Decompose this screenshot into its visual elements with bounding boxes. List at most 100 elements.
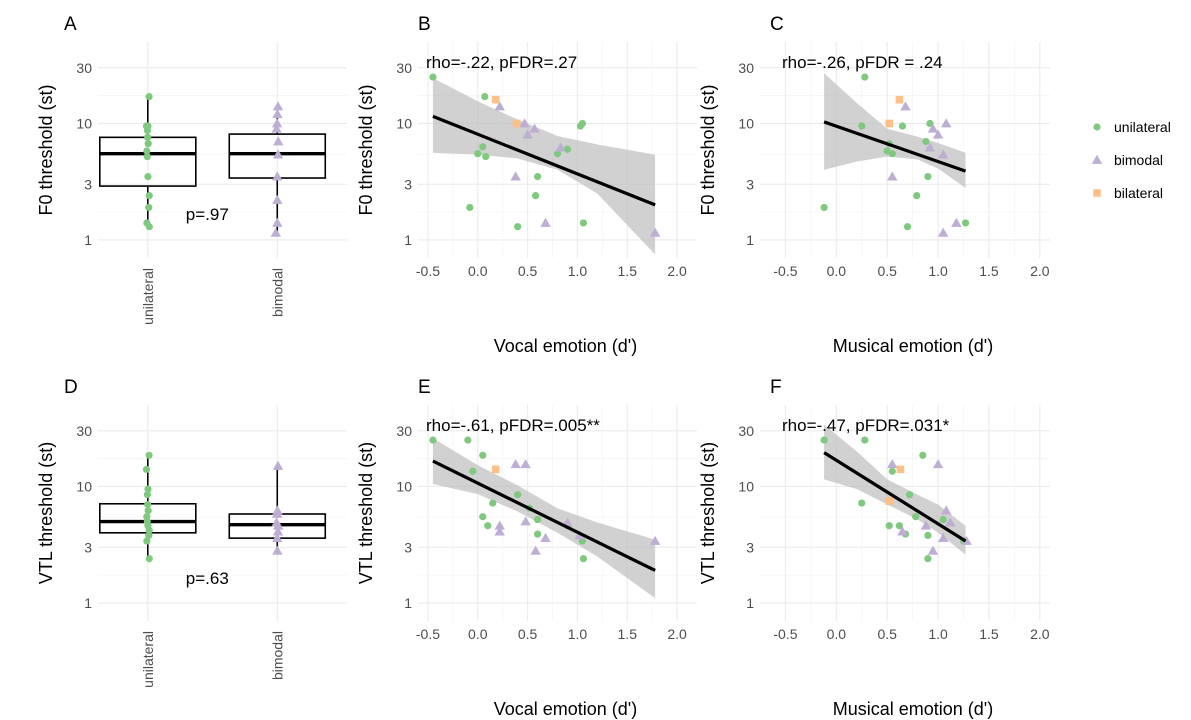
y-tick-label: 3: [404, 539, 412, 555]
x-tick-label: 0.5: [877, 263, 897, 279]
data-point-bilateral: [512, 119, 521, 128]
x-tick-label: 0.0: [468, 626, 488, 642]
data-point-unilateral: [924, 555, 932, 563]
data-point-bimodal: [510, 459, 521, 469]
legend-label-bimodal: bimodal: [1114, 152, 1163, 168]
data-point-bimodal: [562, 517, 573, 527]
data-point-bimodal: [272, 545, 283, 555]
x-tick-label: 1.5: [618, 263, 638, 279]
data-point-unilateral: [961, 219, 970, 227]
y-tick-label: 30: [76, 423, 92, 439]
data-point-unilateral: [533, 515, 542, 524]
x-tick-label: unilateral: [140, 268, 156, 325]
x-tick-label: 0.0: [827, 626, 847, 642]
data-point-bimodal: [887, 459, 898, 469]
data-point-unilateral: [484, 522, 492, 530]
y-axis-title: VTL threshold (st): [698, 442, 718, 584]
data-point-bimodal: [530, 545, 541, 555]
data-point-unilateral: [144, 133, 152, 141]
panel-letter: F: [770, 377, 782, 398]
correlation-annotation: rho=-.61, pFDR=.005**: [426, 416, 600, 435]
data-point-bimodal: [271, 118, 283, 128]
p-value-annotation: p=.63: [186, 569, 229, 588]
x-tick-label: 2.0: [667, 626, 687, 642]
correlation-annotation: rho=-.47, pFDR=.031*: [782, 416, 950, 435]
x-axis-title: Musical emotion (d'): [833, 336, 994, 356]
y-tick-label: 3: [746, 176, 754, 192]
data-point-unilateral: [919, 451, 927, 459]
data-point-bimodal: [270, 227, 282, 237]
x-tick-label: 1.5: [979, 626, 999, 642]
data-point-unilateral: [858, 122, 866, 130]
y-tick-label: 30: [396, 423, 412, 439]
data-point-unilateral: [145, 203, 153, 212]
data-point-bimodal: [951, 217, 962, 227]
data-point-unilateral: [144, 507, 152, 515]
y-tick-label: 10: [738, 478, 754, 494]
data-point-bimodal: [272, 460, 284, 470]
data-point-unilateral: [861, 436, 869, 444]
y-tick-label: 1: [84, 232, 92, 248]
data-point-unilateral: [579, 219, 588, 227]
data-point-bimodal: [920, 520, 932, 530]
panel-e: 1 3 10 30 E VTL threshold (st) -0.5 0.0 0.5 1.0 1.…: [356, 377, 697, 719]
x-tick-label: 2.0: [1030, 626, 1050, 642]
x-tick-label: unilateral: [140, 631, 156, 688]
data-point-bilateral: [896, 465, 905, 474]
x-tick-label: -0.5: [416, 263, 440, 279]
data-point-bilateral: [885, 497, 894, 505]
data-point-bilateral: [491, 465, 500, 474]
data-point-unilateral: [579, 555, 588, 563]
data-point-unilateral: [924, 531, 932, 539]
data-point-unilateral: [912, 513, 920, 521]
regression-line: [823, 451, 967, 543]
data-point-bimodal: [520, 459, 531, 469]
data-point-unilateral: [888, 467, 896, 475]
data-point-bimodal: [932, 459, 944, 469]
data-point-unilateral: [924, 172, 932, 181]
x-tick-label: bimodal: [269, 268, 285, 317]
data-point-bimodal: [272, 532, 283, 543]
data-point-unilateral: [145, 531, 153, 539]
data-point-unilateral: [143, 147, 151, 155]
data-point-unilateral: [143, 126, 152, 135]
panel-f: 1 3 10 30 F VTL threshold (st) -0.5 0.0 0.5 1.0 1.…: [698, 377, 1050, 719]
data-point-unilateral: [145, 223, 153, 231]
y-tick-label: 3: [84, 176, 92, 192]
data-point-unilateral: [144, 485, 152, 493]
regression-line: [432, 114, 656, 207]
x-tick-label: -0.5: [773, 626, 797, 642]
data-point-unilateral: [514, 223, 522, 231]
data-point-bimodal: [272, 526, 284, 536]
x-axis-title: Vocal emotion (d'): [494, 336, 638, 356]
x-tick-label: 1.0: [928, 263, 948, 279]
data-point-unilateral: [145, 92, 153, 101]
y-tick-label: 10: [738, 115, 754, 131]
p-value-annotation: p=.97: [186, 205, 229, 224]
data-point-bimodal: [555, 142, 566, 152]
x-tick-label: 2.0: [667, 263, 687, 279]
data-point-bimodal: [494, 520, 505, 530]
panel-d: 1 3 10 30 D VTL threshold (st) unilateral bimod…: [36, 377, 347, 688]
correlation-annotation: rho=-.26, pFDR = .24: [782, 53, 943, 72]
data-point-bilateral: [895, 95, 904, 104]
data-point-bimodal: [520, 516, 531, 526]
x-tick-label: 0.5: [877, 626, 897, 642]
data-point-bimodal: [900, 101, 911, 111]
data-point-unilateral: [429, 436, 437, 444]
data-point-bimodal: [937, 227, 949, 237]
data-point-unilateral: [885, 522, 893, 530]
data-point-bimodal: [649, 227, 661, 237]
data-point-unilateral: [820, 203, 828, 212]
data-point-bimodal: [927, 123, 939, 133]
data-point-unilateral: [474, 150, 482, 158]
data-point-unilateral: [144, 172, 152, 181]
x-tick-label: 1.0: [928, 626, 948, 642]
data-point-bimodal: [272, 194, 283, 204]
data-point-unilateral: [469, 467, 477, 475]
data-point-bimodal: [522, 129, 533, 139]
x-tick-label: 1.0: [568, 626, 588, 642]
x-axis-title: Vocal emotion (d'): [494, 699, 638, 719]
data-point-unilateral: [479, 451, 487, 459]
data-point-unilateral: [479, 143, 487, 151]
